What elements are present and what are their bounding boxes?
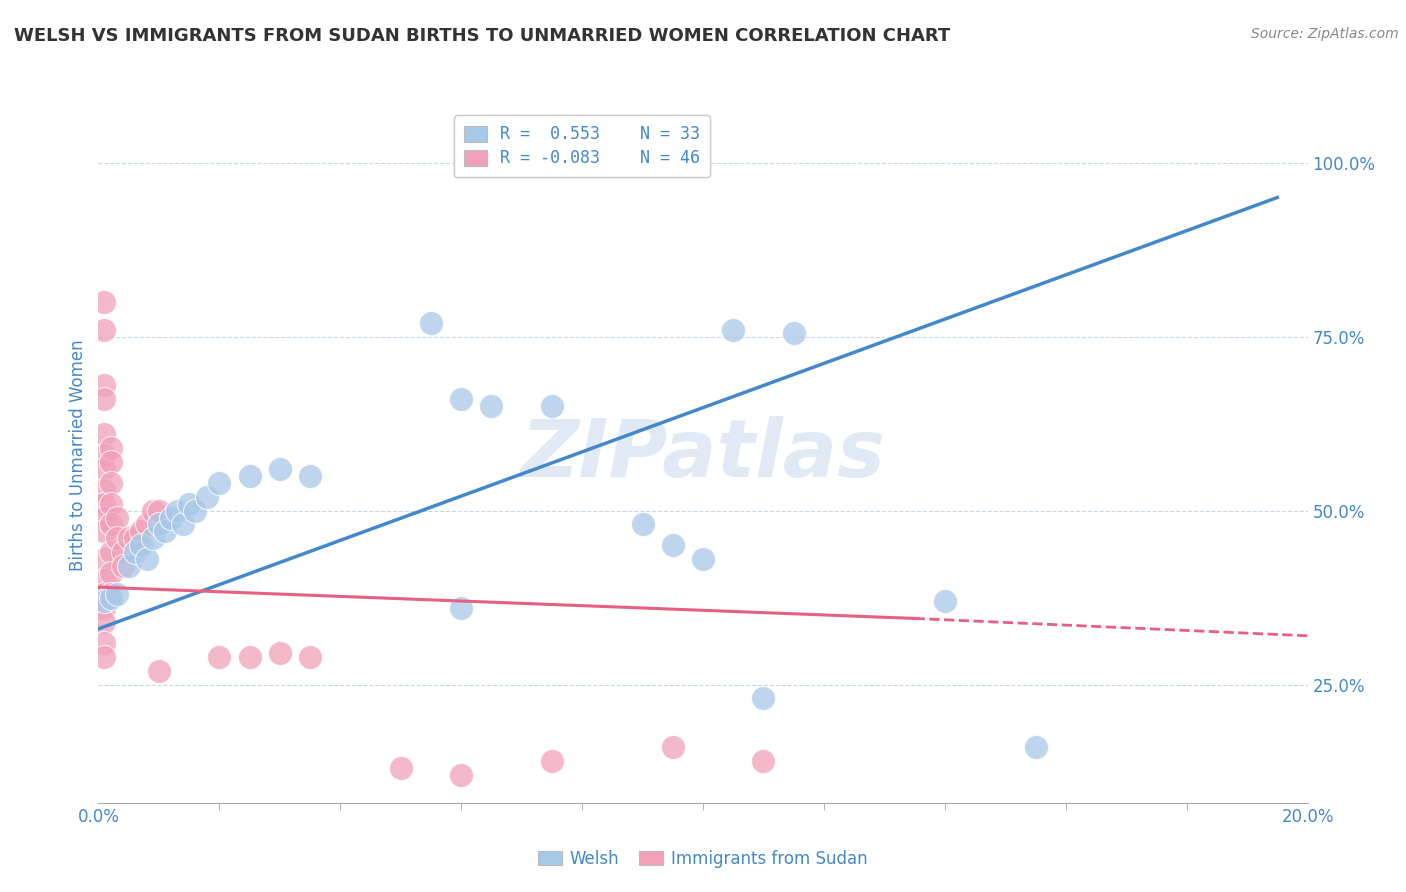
Point [93, 552, 115, 566]
Point [100, 455, 122, 469]
Text: ZIPatlas: ZIPatlas [520, 416, 886, 494]
Point [111, 559, 134, 574]
Point [93, 294, 115, 309]
Point [93, 594, 115, 608]
Point [450, 768, 472, 782]
Point [100, 497, 122, 511]
Point [100, 475, 122, 490]
Point [631, 517, 654, 532]
Point [105, 532, 128, 546]
Point [299, 649, 322, 664]
Point [172, 517, 194, 532]
Point [692, 552, 714, 566]
Point [124, 545, 146, 559]
Point [934, 594, 956, 608]
Point [93, 636, 115, 650]
Point [148, 517, 170, 532]
Legend: R =  0.553    N = 33, R = -0.083    N = 46: R = 0.553 N = 33, R = -0.083 N = 46 [454, 115, 710, 178]
Point [118, 559, 141, 574]
Point [105, 587, 128, 601]
Point [105, 510, 128, 524]
Point [662, 740, 685, 755]
Point [195, 490, 218, 504]
Point [100, 566, 122, 581]
Point [135, 517, 157, 532]
Point [540, 399, 562, 413]
Point [93, 483, 115, 497]
Point [299, 468, 322, 483]
Point [129, 538, 152, 552]
Point [481, 399, 503, 413]
Point [129, 524, 152, 539]
Point [111, 545, 134, 559]
Point [184, 503, 207, 517]
Point [420, 316, 443, 330]
Point [93, 497, 115, 511]
Point [179, 497, 201, 511]
Point [118, 532, 141, 546]
Point [166, 503, 188, 517]
Point [93, 378, 115, 392]
Point [239, 468, 262, 483]
Point [93, 601, 115, 615]
Point [752, 691, 775, 706]
Point [783, 326, 806, 340]
Point [93, 573, 115, 587]
Point [662, 538, 685, 552]
Point [93, 587, 115, 601]
Text: Source: ZipAtlas.com: Source: ZipAtlas.com [1251, 27, 1399, 41]
Point [142, 532, 165, 546]
Point [752, 754, 775, 768]
Point [450, 601, 472, 615]
Point [100, 441, 122, 455]
Point [100, 591, 122, 605]
Point [93, 448, 115, 462]
Point [208, 475, 231, 490]
Point [269, 462, 291, 476]
Point [93, 649, 115, 664]
Point [239, 649, 262, 664]
Point [93, 510, 115, 524]
Point [93, 427, 115, 442]
Point [269, 646, 291, 660]
Point [135, 552, 157, 566]
Point [450, 392, 472, 407]
Text: WELSH VS IMMIGRANTS FROM SUDAN BIRTHS TO UNMARRIED WOMEN CORRELATION CHART: WELSH VS IMMIGRANTS FROM SUDAN BIRTHS TO… [14, 27, 950, 45]
Point [208, 649, 231, 664]
Point [142, 503, 165, 517]
Point [100, 517, 122, 532]
Point [723, 323, 745, 337]
Point [93, 615, 115, 629]
Point [93, 392, 115, 407]
Point [160, 510, 183, 524]
Point [100, 545, 122, 559]
Y-axis label: Births to Unmarried Women: Births to Unmarried Women [69, 339, 87, 571]
Point [148, 664, 170, 678]
Point [124, 532, 146, 546]
Point [148, 503, 170, 517]
Point [100, 587, 122, 601]
Point [93, 323, 115, 337]
Point [389, 761, 412, 775]
Point [1024, 740, 1046, 755]
Point [93, 462, 115, 476]
Point [153, 524, 176, 539]
Point [540, 754, 562, 768]
Legend: Welsh, Immigrants from Sudan: Welsh, Immigrants from Sudan [531, 844, 875, 875]
Point [93, 524, 115, 539]
